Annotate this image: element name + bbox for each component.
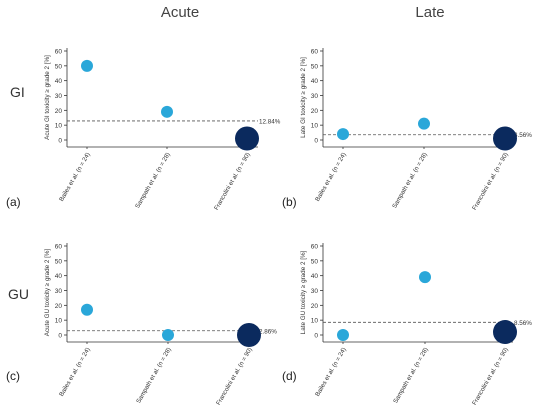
- x-tick-label: Sampath et al. (n = 28): [391, 152, 429, 210]
- y-tick-label: 50: [55, 63, 63, 70]
- data-point: [235, 126, 259, 151]
- y-tick-label: 20: [55, 108, 63, 115]
- y-tick-label: 40: [55, 273, 63, 280]
- x-tick-label: Bailes et al. (n = 24): [314, 347, 348, 398]
- y-tick-label: 60: [55, 49, 63, 56]
- y-axis-label: Acute GU toxicity ≥ grade 2 [%]: [44, 249, 51, 337]
- y-tick-label: 0: [314, 138, 318, 145]
- x-tick-label: Bailes et al. (n = 24): [58, 152, 92, 203]
- y-axis-label: Late GU toxicity ≥ grade 2 [%]: [300, 250, 307, 334]
- data-point: [493, 320, 517, 345]
- panel-a: 0 10 20 30 40 50 60 Acute GI toxicity ≥ grade 2…: [6, 48, 281, 211]
- panel-b: 0 10 20 30 40 50 60 Late GI toxicity ≥ grade 2 …: [282, 48, 532, 211]
- y-tick-label: 20: [311, 303, 319, 310]
- y-axis-label: Acute GI toxicity ≥ grade 2 [%]: [44, 55, 51, 140]
- data-point: [237, 323, 261, 347]
- y-tick-label: 10: [55, 318, 63, 325]
- data-point: [419, 271, 431, 284]
- y-tick-label: 40: [311, 78, 319, 85]
- y-tick-label: 50: [311, 258, 319, 265]
- reference-line-label: 8.56%: [514, 320, 532, 327]
- data-point: [161, 105, 173, 118]
- panel-letter: (a): [6, 195, 21, 209]
- panel-letter: (c): [6, 369, 20, 383]
- column-header-late: Late: [415, 4, 445, 21]
- data-point: [162, 329, 174, 341]
- data-point: [493, 126, 517, 151]
- panel-d: 0 10 20 30 40 50 60 Late GU toxicity ≥ grade 2 …: [282, 243, 532, 406]
- x-tick-label: Francolini et al. (n = 90): [213, 152, 252, 212]
- y-tick-label: 0: [58, 333, 62, 340]
- y-tick-label: 30: [55, 93, 63, 100]
- x-tick-label: Francolini et al. (n = 90): [471, 152, 510, 212]
- y-tick-label: 60: [55, 244, 63, 251]
- y-tick-label: 30: [55, 288, 63, 295]
- panel-letter: (d): [282, 369, 297, 383]
- x-tick-label: Francolini et al. (n = 90): [215, 347, 254, 407]
- y-tick-label: 60: [311, 244, 319, 251]
- y-tick-label: 60: [311, 49, 319, 56]
- data-point: [418, 117, 430, 130]
- y-axis-label: Late GI toxicity ≥ grade 2 [%]: [300, 57, 307, 138]
- x-tick-label: Bailes et al. (n = 24): [58, 347, 92, 398]
- data-point: [337, 128, 349, 141]
- data-point: [81, 59, 93, 72]
- y-tick-label: 50: [311, 63, 319, 70]
- x-tick-label: Bailes et al. (n = 24): [314, 152, 348, 203]
- reference-line-label: 12.84%: [259, 118, 281, 125]
- row-label-gu: GU: [8, 286, 29, 302]
- y-tick-label: 10: [311, 318, 319, 325]
- data-point: [81, 303, 93, 316]
- data-point: [337, 329, 349, 341]
- row-label-gi: GI: [10, 84, 25, 100]
- x-tick-label: Sampath et al. (n = 28): [134, 152, 172, 210]
- y-tick-label: 50: [55, 258, 63, 265]
- x-tick-label: Sampath et al. (n = 28): [392, 347, 430, 405]
- panel-letter: (b): [282, 195, 297, 209]
- x-tick-label: Francolini et al. (n = 90): [471, 347, 510, 407]
- panel-c: 0 10 20 30 40 50 60 Acute GU toxicity ≥ grade 2…: [6, 243, 277, 406]
- y-tick-label: 0: [58, 138, 62, 145]
- reference-line-label: 2.86%: [259, 328, 277, 335]
- y-tick-label: 30: [311, 93, 319, 100]
- column-header-acute: Acute: [160, 4, 200, 21]
- reference-line-label: 3.56%: [514, 132, 532, 139]
- x-tick-label: Sampath et al. (n = 28): [135, 347, 173, 405]
- y-tick-label: 30: [311, 288, 319, 295]
- y-tick-label: 10: [311, 123, 319, 130]
- y-tick-label: 40: [311, 273, 319, 280]
- y-tick-label: 10: [55, 123, 63, 130]
- y-tick-label: 20: [55, 303, 63, 310]
- y-tick-label: 0: [314, 333, 318, 340]
- y-tick-label: 40: [55, 78, 63, 85]
- y-tick-label: 20: [311, 108, 319, 115]
